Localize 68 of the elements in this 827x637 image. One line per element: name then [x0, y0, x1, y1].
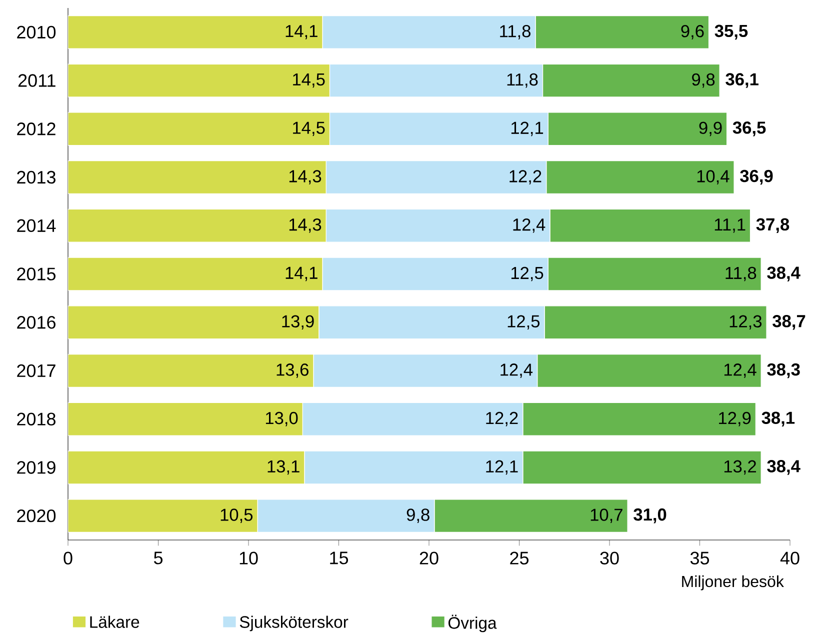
total-label: 38,4: [767, 460, 800, 476]
y-tick-label: 2019: [17, 461, 56, 474]
data-label: 11,8: [507, 74, 538, 88]
total-label: 38,3: [767, 364, 800, 378]
x-tick-label: 5: [154, 552, 163, 564]
y-tick-label: 2011: [18, 74, 56, 88]
y-tick-label: 2013: [17, 171, 56, 184]
x-tick-label: 15: [330, 552, 348, 564]
total-label: 36,5: [732, 122, 766, 136]
total-label: 36,1: [726, 73, 758, 88]
data-label: 12,4: [724, 364, 756, 378]
data-label: 14,5: [293, 122, 325, 136]
data-label: 12,9: [719, 412, 751, 426]
data-label: 12,5: [508, 315, 540, 330]
data-label: 9,9: [699, 122, 722, 136]
data-label: 11,1: [714, 218, 746, 233]
data-label: 12,2: [510, 170, 542, 185]
data-label: 12,1: [511, 122, 544, 136]
data-label: 14,1: [286, 267, 318, 282]
total-label: 38,1: [762, 412, 795, 427]
data-label: 12,4: [500, 364, 533, 378]
data-label: 13,1: [268, 460, 300, 475]
data-label: 11,8: [500, 25, 530, 40]
legend-label: Övriga: [448, 614, 497, 632]
x-tick-label: 30: [600, 552, 619, 565]
data-label: 10,7: [590, 508, 622, 524]
legend-label: Sjuksköterskor: [240, 616, 348, 632]
x-tick-label: 0: [64, 552, 72, 565]
data-label: 9,8: [692, 74, 715, 88]
y-tick-label: 2012: [17, 122, 56, 136]
x-tick-label: 10: [240, 552, 258, 565]
x-axis-title: Miljoner besök: [682, 576, 784, 590]
x-tick-label: 20: [420, 552, 438, 565]
data-label: 14,3: [289, 170, 322, 185]
legend-label: Läkare: [90, 616, 140, 628]
data-label: 12,4: [513, 218, 546, 233]
data-label: 13,0: [266, 412, 298, 426]
data-label: 10,5: [220, 508, 253, 524]
y-tick-label: 2014: [17, 219, 56, 232]
total-label: 37,8: [756, 218, 790, 234]
total-label: 36,9: [740, 170, 773, 185]
data-label: 13,9: [282, 315, 314, 330]
y-tick-label: 2018: [17, 412, 56, 426]
data-label: 14,3: [289, 218, 322, 233]
data-label: 13,2: [724, 460, 756, 475]
data-label: 14,5: [293, 74, 325, 88]
total-label: 38,4: [767, 266, 800, 282]
data-label: 14,1: [286, 25, 318, 40]
y-tick-label: 2010: [17, 26, 56, 39]
y-tick-label: 2017: [17, 364, 56, 378]
data-label: 12,2: [486, 412, 518, 426]
data-label: 12,5: [511, 267, 544, 282]
x-tick-label: 40: [780, 552, 800, 565]
data-label: 11,8: [726, 267, 756, 282]
data-label: 9,8: [406, 508, 430, 524]
y-tick-label: 2015: [17, 268, 56, 281]
x-tick-label: 25: [510, 552, 529, 565]
total-label: 38,7: [772, 315, 806, 330]
total-label: 31,0: [634, 508, 666, 524]
x-tick-label: 35: [690, 552, 710, 565]
total-label: 35,5: [714, 24, 748, 40]
y-tick-label: 2020: [17, 510, 56, 522]
data-label: 12,1: [486, 460, 518, 475]
data-label: 10,4: [697, 170, 730, 185]
data-label: 13,6: [276, 364, 308, 378]
y-tick-label: 2016: [17, 316, 56, 329]
data-label: 9,6: [681, 25, 704, 40]
data-label: 12,3: [730, 315, 762, 330]
